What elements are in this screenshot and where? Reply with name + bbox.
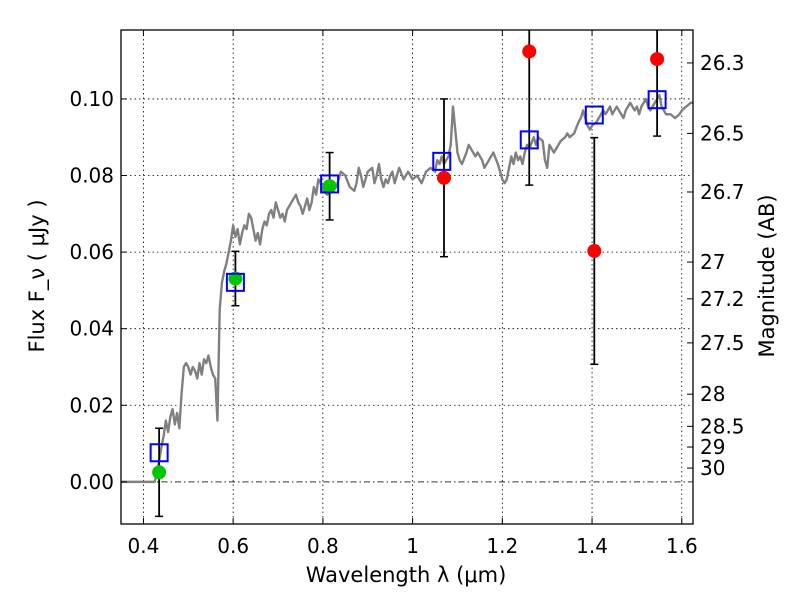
model-point <box>149 443 169 463</box>
x-tick-label: 1.4 <box>576 534 608 558</box>
x-tick-label: 1.2 <box>486 534 518 558</box>
tick-layer: 0.4 0.6 0.8 1 1.2 1.4 1.6 0.00 0.02 0.04 0.06 0.08 0… <box>69 30 745 558</box>
spectrum-curve <box>121 93 693 484</box>
right-tick-label: 29 <box>700 435 725 459</box>
model-point <box>584 105 604 125</box>
right-tick-label: 28 <box>700 382 725 406</box>
marker-layer <box>149 44 667 480</box>
x-tick-label: 1 <box>406 534 419 558</box>
y-tick-label: 0.10 <box>69 87 114 111</box>
model-point <box>432 151 452 171</box>
x-tick-label: 0.4 <box>128 534 160 558</box>
data-point <box>437 170 452 185</box>
x-tick-label: 1.6 <box>666 534 698 558</box>
model-point <box>320 174 340 194</box>
data-point <box>152 465 167 480</box>
model-point <box>647 90 667 110</box>
y-tick-label: 0.06 <box>69 240 114 264</box>
right-tick-label: 27 <box>700 250 725 274</box>
right-axis-title: Magnitude (AB) <box>755 194 779 357</box>
spectrum-curve-layer <box>121 93 693 484</box>
data-point <box>522 44 537 59</box>
grid-layer <box>121 30 693 524</box>
y-tick-label: 0.02 <box>69 393 114 417</box>
right-tick-label: 26.7 <box>700 180 745 204</box>
right-tick-label: 28.5 <box>700 414 745 438</box>
right-tick-label: 26.3 <box>700 51 745 75</box>
right-tick-label: 27.2 <box>700 287 745 311</box>
plot-frame <box>120 29 694 525</box>
right-tick-label: 30 <box>700 456 725 480</box>
y-tick-label: 0.08 <box>69 164 114 188</box>
right-tick-label: 27.5 <box>700 331 745 355</box>
data-point <box>322 179 337 194</box>
model-point <box>225 272 245 292</box>
x-tick-label: 0.8 <box>307 534 339 558</box>
data-point <box>587 243 602 258</box>
x-tick-label: 0.6 <box>217 534 249 558</box>
data-point <box>228 271 243 286</box>
y-tick-label: 0.04 <box>69 317 114 341</box>
y-tick-label: 0.00 <box>69 470 114 494</box>
model-point <box>519 130 539 150</box>
right-tick-label: 26.5 <box>700 121 745 145</box>
y-axis-title: Flux F_ν ( μJy ) <box>25 199 50 352</box>
data-point <box>650 52 665 67</box>
x-axis-title: Wavelength λ (μm) <box>306 563 507 587</box>
